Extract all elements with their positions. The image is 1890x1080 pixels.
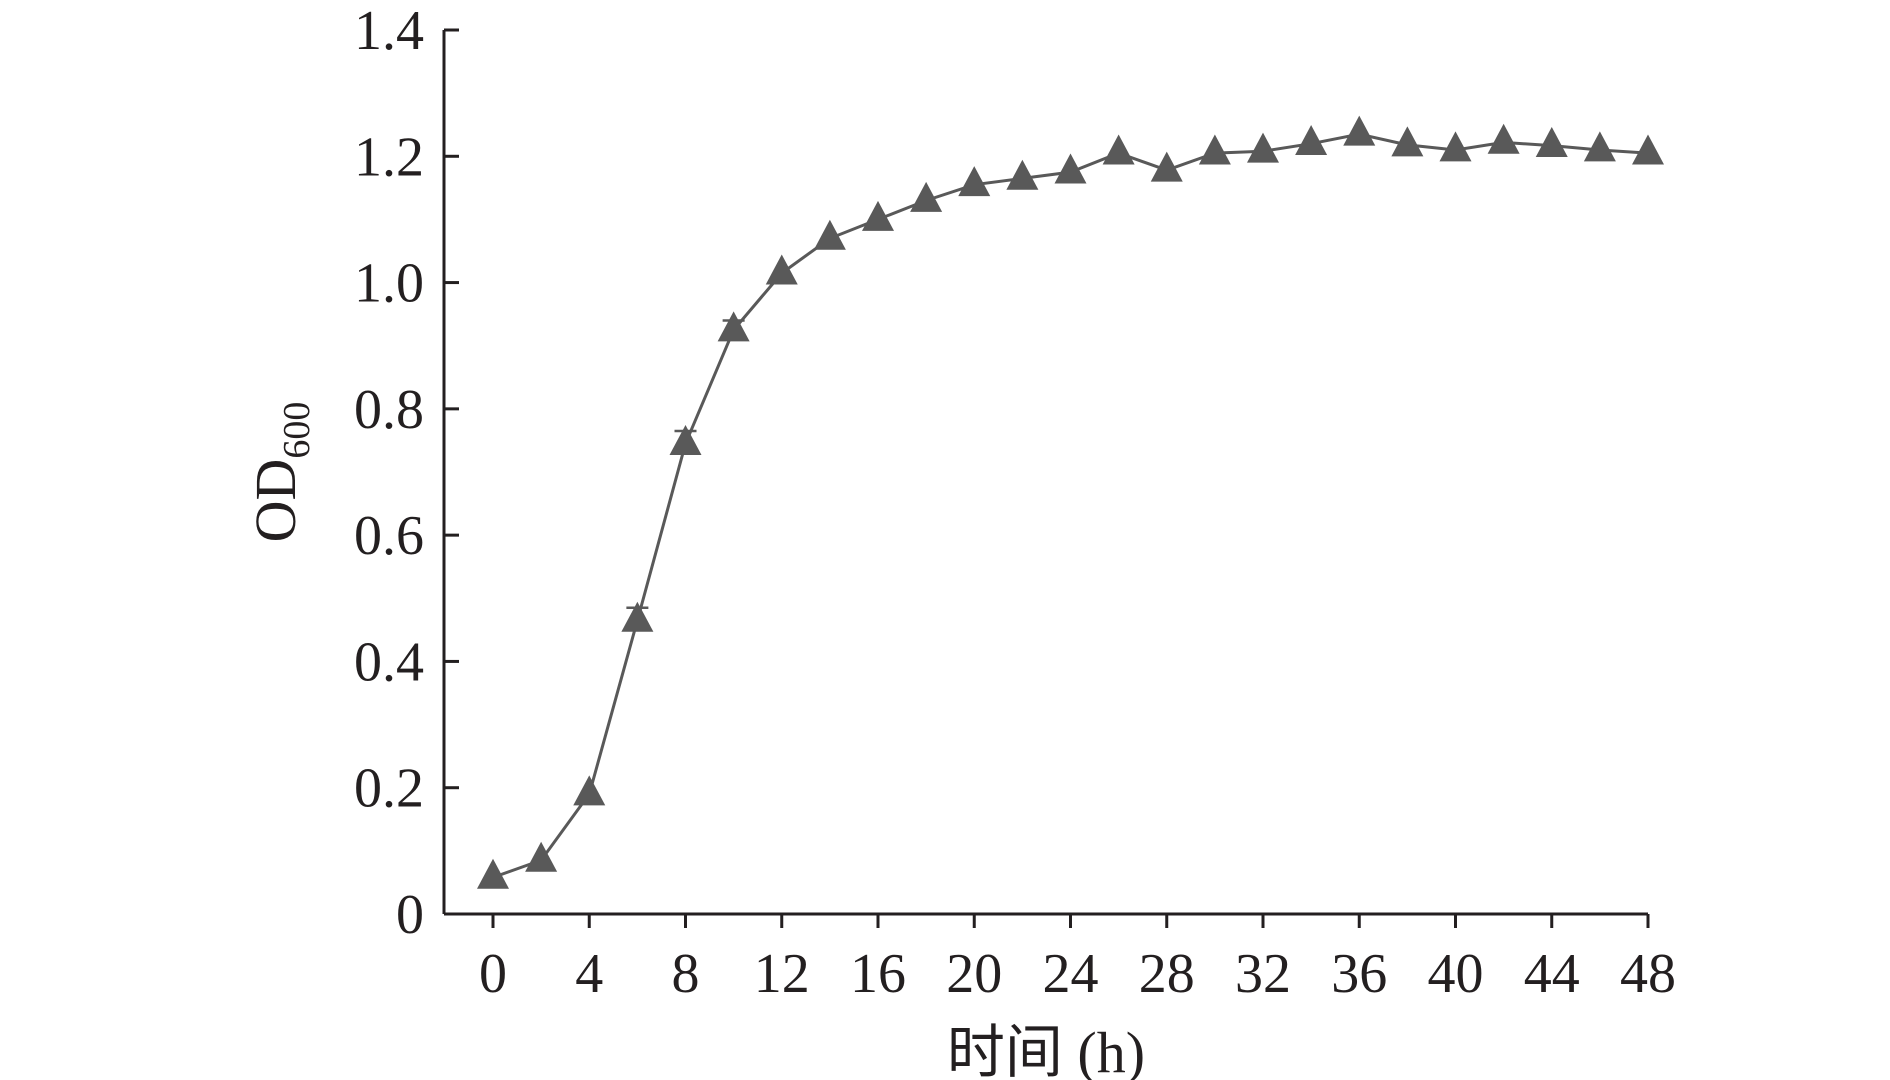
svg-text:OD600: OD600	[243, 402, 318, 543]
y-tick-label: 1.0	[354, 253, 424, 315]
data-point-marker	[1632, 134, 1664, 165]
data-point-marker	[1583, 131, 1616, 162]
y-tick-label: 0.8	[354, 379, 424, 441]
y-tick-label: 1.2	[354, 126, 424, 188]
data-point-marker	[525, 841, 558, 872]
data-point-marker	[1439, 131, 1472, 162]
x-tick-label: 20	[946, 943, 1002, 1005]
data-point-marker	[1247, 132, 1279, 163]
data-point-marker	[1391, 126, 1424, 157]
series-line	[492, 132, 1649, 879]
data-point-marker	[1198, 134, 1231, 165]
data-point-marker	[1535, 126, 1568, 157]
data-point-marker	[1054, 153, 1087, 184]
y-tick-label: 1.4	[354, 0, 424, 62]
series-layer	[477, 115, 1664, 889]
data-point-marker	[477, 858, 509, 889]
data-point-marker	[1343, 115, 1376, 146]
y-tick-label: 0.2	[354, 758, 424, 820]
x-tick-label: 32	[1235, 943, 1291, 1005]
y-axis-title-main: OD	[243, 459, 308, 543]
x-tick-label: 48	[1620, 943, 1676, 1005]
y-axis-ticks: 0 0.2 0.4 0.6 0.8 1.0 1.2 1.4	[354, 0, 459, 946]
y-tick-label: 0.4	[354, 631, 424, 693]
x-tick-label: 16	[850, 943, 906, 1005]
x-tick-label: 24	[1043, 943, 1099, 1005]
x-tick-label: 8	[672, 943, 700, 1005]
data-point-marker	[573, 775, 606, 806]
data-point-marker	[717, 311, 750, 342]
data-point-marker	[813, 219, 846, 250]
x-tick-label: 4	[575, 943, 603, 1005]
data-point-marker	[621, 601, 654, 632]
data-point-marker	[765, 254, 798, 285]
y-axis-title-subscript: 600	[276, 402, 318, 459]
y-tick-label: 0.6	[354, 505, 424, 567]
data-point-marker	[669, 424, 702, 455]
x-tick-label: 28	[1139, 943, 1195, 1005]
data-point-marker	[958, 166, 991, 197]
x-axis-ticks: 0 4 8 12 16 20 24 28 32 36 40 44 48	[479, 914, 1676, 1005]
x-tick-label: 44	[1524, 943, 1580, 1005]
data-point-marker	[910, 181, 943, 212]
x-tick-label: 0	[479, 943, 507, 1005]
data-point-marker	[1487, 123, 1520, 154]
x-tick-label: 40	[1428, 943, 1484, 1005]
data-point-marker	[1295, 125, 1328, 156]
y-axis-title: OD600	[243, 402, 318, 543]
data-point-marker	[1102, 134, 1135, 165]
data-point-marker	[1006, 159, 1039, 190]
x-axis-title: 时间 (h)	[947, 1020, 1145, 1080]
x-tick-label: 36	[1331, 943, 1387, 1005]
y-tick-label: 0	[396, 884, 424, 946]
x-tick-label: 12	[754, 943, 810, 1005]
data-point-marker	[862, 200, 894, 231]
data-point-marker	[1150, 151, 1183, 182]
axes	[442, 30, 1648, 916]
